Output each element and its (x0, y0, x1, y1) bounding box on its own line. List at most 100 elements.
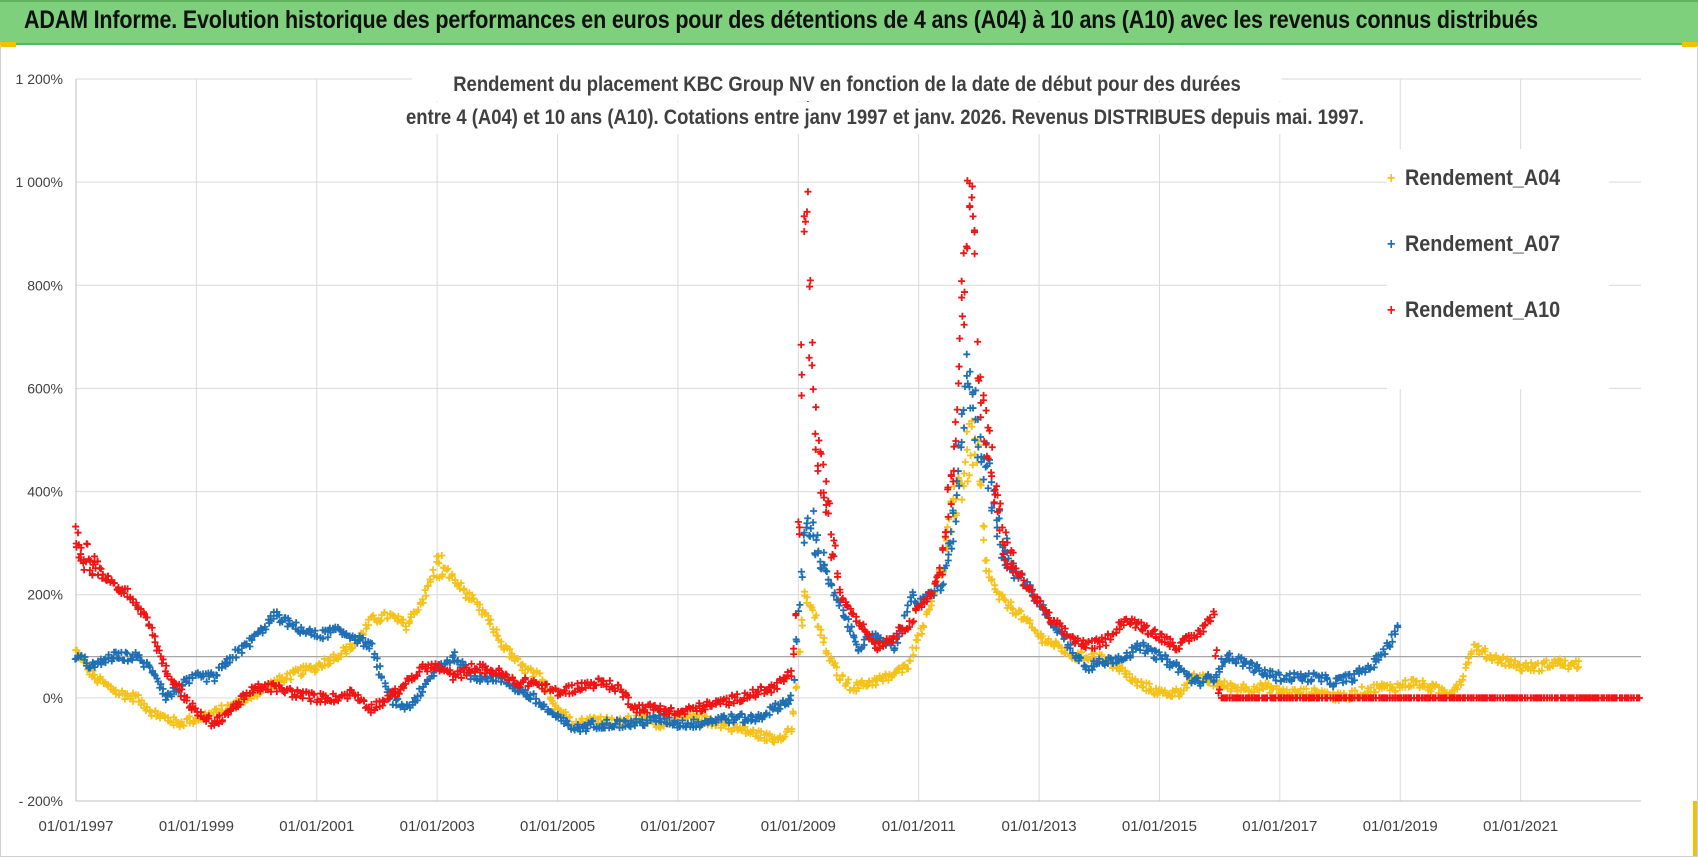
data-point (974, 443, 982, 451)
data-point (958, 410, 966, 418)
data-point (974, 338, 982, 346)
data-point (1412, 677, 1420, 685)
data-point (211, 677, 219, 685)
data-point (120, 589, 128, 597)
plus-marker-icon: + (1387, 236, 1396, 253)
data-point (1473, 646, 1481, 654)
data-point (708, 702, 716, 710)
data-point (747, 711, 755, 719)
data-point (250, 632, 258, 640)
data-point (449, 653, 457, 661)
data-point (1193, 674, 1201, 682)
plus-marker-icon: + (1387, 170, 1396, 187)
data-point (1388, 638, 1396, 646)
data-point (114, 584, 122, 592)
data-point (1150, 689, 1158, 697)
data-point (1556, 655, 1564, 663)
data-point (1178, 638, 1186, 646)
data-point (156, 684, 164, 692)
data-point (1175, 645, 1183, 653)
data-point (812, 403, 820, 411)
data-point (1561, 657, 1569, 665)
data-point (1061, 649, 1069, 657)
data-point (939, 580, 947, 588)
legend-item-a10: + Rendement_A10 (1387, 297, 1560, 323)
data-point (1201, 620, 1209, 628)
data-point (1215, 689, 1223, 697)
data-point (647, 717, 655, 725)
data-point (977, 413, 985, 421)
data-point (1218, 662, 1226, 670)
data-point (1250, 668, 1258, 676)
plus-marker-icon: + (1387, 302, 1396, 319)
data-point (991, 581, 999, 589)
data-point (792, 610, 800, 618)
data-point (379, 701, 387, 709)
data-point (690, 715, 698, 723)
data-point (143, 613, 151, 621)
data-point (232, 654, 240, 662)
data-point (1196, 679, 1204, 687)
data-point (151, 638, 159, 646)
data-point (1183, 684, 1191, 692)
data-point (681, 710, 689, 718)
data-point (833, 570, 841, 578)
data-point (756, 734, 764, 742)
data-point (830, 552, 838, 560)
data-point (958, 496, 966, 504)
data-point (381, 608, 389, 616)
data-point (381, 679, 389, 687)
data-point (1185, 672, 1193, 680)
data-point (152, 712, 160, 720)
data-point (1091, 645, 1099, 653)
data-point (571, 688, 579, 696)
data-point (376, 662, 384, 670)
data-point (757, 727, 765, 735)
data-point (947, 500, 955, 508)
data-point (1255, 686, 1263, 694)
data-point (991, 486, 999, 494)
data-point (811, 430, 819, 438)
data-point (696, 711, 704, 719)
data-point (955, 482, 963, 490)
data-point (369, 611, 377, 619)
data-point (944, 513, 952, 521)
data-point (971, 250, 979, 258)
data-point (228, 704, 236, 712)
data-point (810, 507, 818, 515)
data-point (982, 406, 990, 414)
data-point (958, 277, 966, 285)
data-point (950, 443, 958, 451)
data-point (242, 692, 250, 700)
data-point (806, 276, 814, 284)
data-point (853, 641, 861, 649)
data-point (723, 694, 731, 702)
data-point (365, 705, 373, 713)
data-point (970, 226, 978, 234)
data-point (999, 550, 1007, 558)
corner-decoration (1682, 42, 1698, 47)
data-point (1394, 623, 1402, 631)
data-point (977, 433, 985, 441)
data-point (892, 635, 900, 643)
data-point (751, 717, 759, 725)
data-point (820, 562, 828, 570)
data-point (927, 591, 935, 599)
data-point (980, 536, 988, 544)
data-point (909, 651, 917, 659)
data-point (667, 704, 675, 712)
data-point (1011, 609, 1019, 617)
data-point (784, 700, 792, 708)
data-point (1323, 675, 1331, 683)
data-point (1358, 683, 1366, 691)
data-point (468, 660, 476, 668)
data-point (969, 461, 977, 469)
header-banner: ADAM Informe. Evolution historique des p… (0, 0, 1698, 45)
data-point (457, 579, 465, 587)
data-point (172, 716, 180, 724)
data-point (1258, 681, 1266, 689)
data-point (918, 630, 926, 638)
data-point (112, 686, 120, 694)
data-point (990, 487, 998, 495)
data-point (990, 498, 998, 506)
